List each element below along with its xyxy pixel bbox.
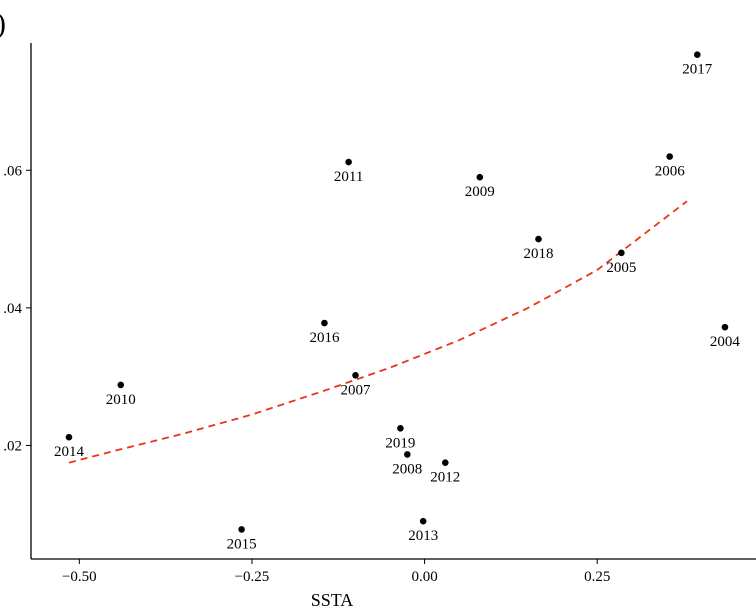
data-points: 2004 2005 2006 2007 2008 2009 2010 2011 2012 2013… — [54, 51, 740, 552]
data-point — [345, 158, 352, 166]
y-tick-label: .04 — [3, 301, 22, 317]
point-label: 2019 — [385, 435, 415, 451]
point-label: 2017 — [682, 62, 713, 78]
data-point — [352, 372, 359, 379]
point-label: 2015 — [227, 536, 257, 552]
point-label: 2011 — [334, 169, 363, 185]
data-point — [618, 249, 625, 257]
y-tick-label: .02 — [3, 438, 22, 454]
point-label: 2012 — [430, 470, 460, 486]
x-ticks: −0.50 −0.25 0.00 0.25 — [62, 559, 610, 585]
data-point — [535, 235, 542, 243]
point-label: 2004 — [710, 334, 741, 350]
data-point — [476, 173, 484, 181]
point-label: 2018 — [524, 246, 554, 262]
data-point — [117, 381, 125, 389]
x-axis-title: SSTA — [311, 590, 354, 610]
point-label: 2005 — [606, 260, 636, 276]
point-label: 2014 — [54, 444, 85, 460]
data-point — [321, 319, 328, 327]
x-tick-label: 0.25 — [584, 569, 610, 585]
data-point — [666, 153, 673, 160]
data-point — [238, 526, 245, 533]
fit-line — [68, 200, 688, 464]
x-tick-label: −0.25 — [235, 569, 270, 585]
point-label: 2007 — [341, 382, 372, 398]
data-point — [721, 323, 729, 331]
point-label: 2013 — [408, 528, 438, 544]
data-point — [441, 459, 449, 466]
y-tick-label: .06 — [3, 163, 22, 179]
y-ticks: .02 .04 .06 — [3, 163, 31, 454]
x-tick-label: −0.50 — [62, 569, 97, 585]
data-point — [397, 424, 404, 432]
axes — [30, 43, 756, 560]
x-tick-label: 0.00 — [411, 569, 437, 585]
data-point — [419, 517, 427, 525]
point-label: 2010 — [106, 392, 136, 408]
data-point — [65, 433, 73, 441]
data-point — [404, 451, 411, 458]
point-label: 2009 — [465, 184, 495, 200]
panel-label: ) — [0, 7, 6, 40]
point-label: 2008 — [392, 461, 422, 477]
point-label: 2006 — [655, 164, 686, 180]
data-point — [694, 51, 701, 58]
point-label: 2016 — [309, 330, 340, 346]
